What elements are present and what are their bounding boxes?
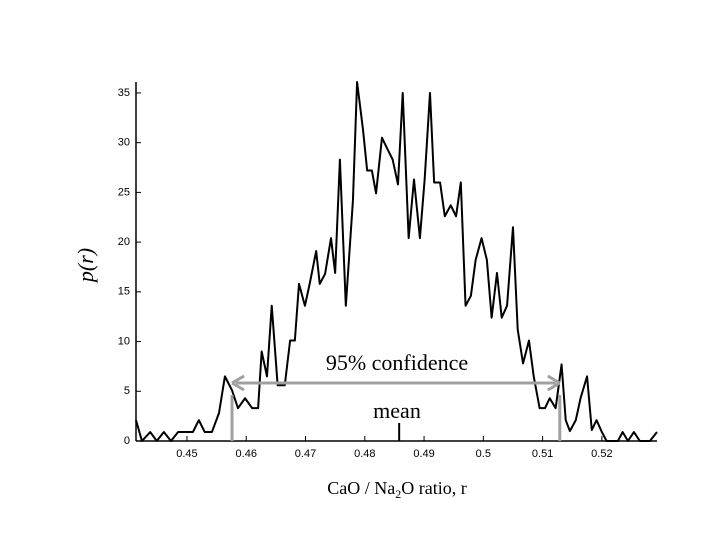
x-tick-label: 0.49 (413, 448, 434, 460)
y-tick-label: 30 (118, 137, 130, 149)
x-tick-label: 0.52 (591, 448, 612, 460)
x-tick-label: 0.45 (176, 448, 197, 460)
x-tick-label: 0.47 (295, 448, 316, 460)
y-tick-label: 20 (118, 236, 130, 248)
x-tick-label: 0.5 (476, 448, 491, 460)
y-tick-label: 15 (118, 286, 130, 298)
confidence-label: 95% confidence (326, 350, 468, 375)
x-label-part: O ratio, r (401, 478, 466, 498)
y-tick-label: 5 (124, 385, 130, 397)
y-tick-label: 25 (118, 186, 130, 198)
y-tick-label: 10 (118, 335, 130, 347)
arrow-head (231, 374, 245, 392)
arrow-head (547, 374, 561, 392)
x-tick-label: 0.48 (354, 448, 375, 460)
y-tick-label: 35 (118, 87, 130, 99)
x-tick-label: 0.51 (532, 448, 553, 460)
x-label-sub: 2 (395, 487, 401, 501)
x-axis-label: CaO / Na2O ratio, r (327, 478, 466, 501)
x-label-part: CaO / Na (327, 478, 395, 498)
data-line (135, 81, 658, 442)
mean-label: mean (373, 398, 421, 423)
y-axis-label: p(r) (73, 248, 98, 284)
x-tick-label: 0.46 (236, 448, 257, 460)
y-tick-label: 0 (124, 435, 130, 447)
